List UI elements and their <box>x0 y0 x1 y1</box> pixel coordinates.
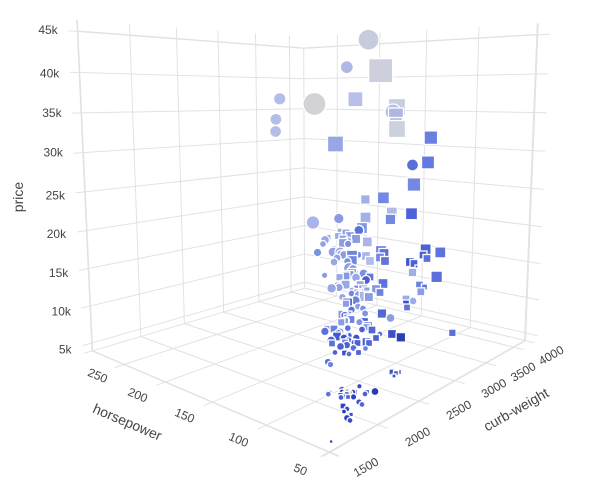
svg-text:50: 50 <box>292 461 310 479</box>
svg-text:10k: 10k <box>52 304 72 318</box>
svg-text:30k: 30k <box>44 146 64 160</box>
svg-text:15k: 15k <box>49 266 69 280</box>
svg-text:35k: 35k <box>42 106 62 120</box>
svg-text:40k: 40k <box>40 66 60 80</box>
svg-text:45k: 45k <box>38 23 58 37</box>
svg-text:25k: 25k <box>46 189 66 203</box>
svg-text:price: price <box>10 182 26 213</box>
svg-text:5k: 5k <box>59 343 73 357</box>
svg-text:20k: 20k <box>47 227 67 241</box>
